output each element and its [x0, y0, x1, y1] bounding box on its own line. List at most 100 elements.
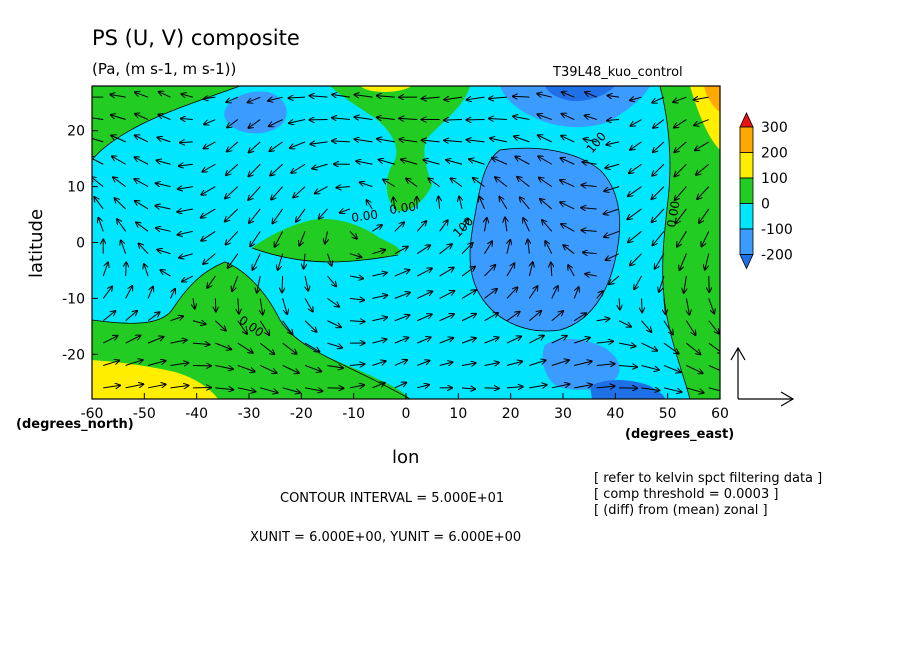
wind-vector [506, 336, 521, 344]
wind-vector [204, 141, 216, 149]
wind-vector [674, 119, 687, 128]
wind-vector [417, 197, 418, 209]
wind-vector [697, 186, 710, 199]
x-tick-label: -40 [185, 406, 208, 422]
wind-vector [394, 338, 409, 344]
wind-vector [125, 360, 143, 366]
wind-vector [260, 387, 277, 393]
wind-vector [520, 197, 530, 210]
wind-vector [582, 185, 597, 187]
wind-vector [596, 341, 613, 343]
wind-vector [609, 275, 620, 284]
wind-vector [439, 338, 454, 344]
wind-vector [349, 254, 361, 258]
wind-vector [225, 208, 239, 222]
wind-vector [628, 230, 642, 242]
x-tick-label: 20 [502, 406, 520, 422]
wind-vector [248, 96, 261, 102]
colorbar: -200 -100 0 100 200 300 [739, 112, 793, 270]
wind-vector [675, 186, 687, 200]
wind-vector [618, 320, 631, 327]
wind-vector [139, 244, 149, 255]
x-tick-label: 40 [606, 406, 624, 422]
wind-vector [394, 293, 410, 299]
wind-vector [360, 182, 373, 188]
wind-vector [705, 253, 710, 270]
wind-vector [125, 384, 144, 389]
field-darkblue-south [590, 380, 665, 399]
wind-vector [551, 286, 558, 299]
wind-vector [630, 253, 642, 266]
wind-vector [178, 187, 194, 189]
wind-vector [653, 231, 665, 245]
wind-vector [275, 231, 284, 246]
wind-vector [694, 119, 709, 126]
wind-vector [134, 179, 149, 188]
wind-vector [227, 119, 239, 128]
wind-vector [332, 118, 350, 120]
wind-vector [484, 289, 497, 299]
wind-vector [686, 387, 703, 393]
wind-vector [422, 97, 440, 99]
x-tick-label: 30 [554, 406, 572, 422]
wind-vector [282, 320, 293, 335]
wind-vector [484, 363, 499, 366]
wind-vector [355, 139, 373, 142]
wind-vector [215, 364, 233, 369]
wind-vector [663, 342, 679, 353]
x-axis: -60 -50 -40 -30 -20 -10 0 10 20 30 40 50 60 [81, 393, 729, 422]
wind-vector [562, 114, 575, 120]
colorbar-segment [739, 228, 754, 255]
wind-vector [664, 298, 666, 314]
wind-vector [349, 364, 364, 365]
wind-vector [605, 163, 620, 168]
wind-vector [551, 311, 563, 322]
wind-vector [630, 97, 642, 100]
field-green-sw [92, 262, 410, 399]
wind-vector [422, 140, 440, 142]
wind-vector [523, 218, 530, 232]
wind-vector [446, 160, 463, 165]
wind-vector [125, 286, 133, 299]
wind-vector [439, 268, 454, 277]
wind-vector [444, 97, 463, 100]
wind-vector [367, 200, 373, 210]
wind-vector [259, 320, 269, 335]
wind-vector [156, 228, 171, 231]
wind-vector [203, 253, 216, 264]
wind-vector [304, 388, 322, 391]
wind-vector [604, 186, 620, 192]
wind-vector [372, 361, 385, 366]
wind-vector [377, 139, 395, 142]
wind-vector [492, 158, 508, 165]
wind-vector [538, 114, 552, 121]
plot-area: 0.00 0.00 0.00 0.00 100 100 [92, 86, 720, 399]
wind-vector [701, 231, 710, 246]
wind-vector [259, 342, 274, 354]
run-label: T39L48_kuo_control [552, 65, 683, 80]
wind-vector [499, 197, 508, 210]
wind-vector [680, 253, 687, 270]
wind-vector [515, 157, 530, 165]
wind-vector [215, 298, 216, 311]
wind-vector [551, 336, 567, 344]
wind-vector [94, 197, 104, 210]
wind-vector [634, 275, 642, 289]
wind-vector [204, 97, 216, 99]
wind-vector [674, 163, 687, 176]
wind-vector [377, 117, 395, 119]
wind-vector [394, 222, 404, 232]
x-axis-label: lon [392, 447, 419, 468]
wind-vector [238, 298, 239, 313]
wind-vector [304, 298, 313, 311]
x-unit-label: (degrees_east) [625, 427, 734, 442]
wind-vector [92, 117, 104, 121]
wind-vector [642, 298, 643, 312]
wind-vector [257, 275, 261, 293]
wind-vector [607, 95, 620, 97]
wind-vector [653, 141, 665, 152]
wind-vector [417, 291, 432, 299]
wind-vector [484, 388, 499, 389]
field-green-nw [92, 86, 240, 160]
wind-vector [135, 92, 149, 98]
